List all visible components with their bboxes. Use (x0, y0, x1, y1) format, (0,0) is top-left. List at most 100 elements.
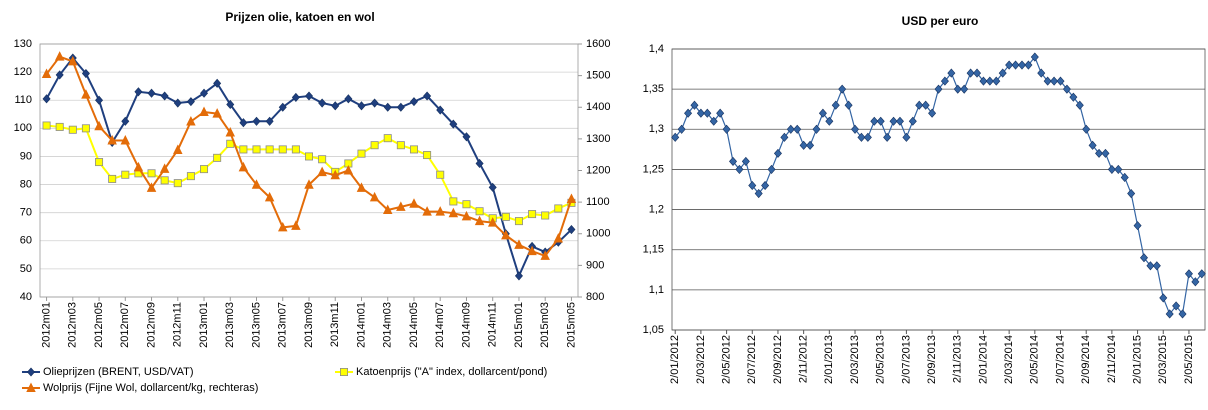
point (108, 174, 117, 183)
point (120, 134, 131, 145)
point (514, 239, 524, 249)
point (343, 165, 354, 175)
point (318, 155, 327, 164)
point (895, 116, 904, 126)
legend-label: Wolprijs (Fijne Wol, dollarcent/kg, rech… (43, 382, 258, 394)
point (423, 91, 432, 101)
point (722, 124, 731, 134)
point (173, 98, 182, 108)
point (449, 197, 458, 206)
point (265, 145, 274, 154)
x-tick-label: 2/03/2013 (849, 335, 861, 384)
point (107, 134, 117, 145)
point (265, 116, 274, 126)
point (1017, 60, 1026, 70)
y-tick-label: 50 (20, 263, 32, 275)
x-tick-label: 2/05/2015 (1183, 335, 1195, 384)
legend-label: Olieprijzen (BRENT, USD/VAT) (43, 366, 194, 378)
point (121, 116, 130, 126)
x-tick-label: 2/09/2014 (1080, 335, 1092, 384)
point (448, 207, 459, 218)
point (928, 108, 937, 118)
point (160, 176, 169, 185)
x-tick-label: 2012m03 (67, 302, 79, 348)
legend-marker (27, 367, 35, 377)
point (1172, 301, 1181, 311)
point (474, 215, 485, 226)
point (435, 206, 445, 216)
series-line (45, 56, 573, 279)
point (1005, 60, 1014, 70)
y-tick-label: 110 (14, 94, 32, 106)
y-tick-label: 90 (20, 150, 32, 162)
y-tick-label: 1,25 (643, 163, 664, 175)
x-tick-label: 2013m01 (198, 302, 210, 348)
point (304, 152, 313, 161)
point (934, 84, 943, 94)
point (902, 132, 911, 142)
point (1101, 148, 1110, 158)
point (291, 92, 300, 102)
y2-tick-label: 1500 (586, 70, 610, 82)
point (239, 145, 248, 154)
point (883, 132, 892, 142)
point (947, 68, 956, 78)
y-tick-label: 1,3 (649, 123, 664, 135)
y-tick-label: 130 (14, 38, 32, 50)
point (973, 68, 982, 78)
point (147, 169, 156, 178)
point (677, 124, 686, 134)
point (278, 221, 288, 232)
x-tick-label: 2/01/2013 (823, 335, 835, 384)
point (134, 87, 143, 97)
point (786, 124, 795, 134)
point (921, 100, 930, 110)
point (998, 68, 1007, 78)
point (396, 102, 405, 112)
point (761, 180, 770, 191)
point (696, 108, 705, 118)
point (370, 141, 379, 150)
point (1024, 60, 1033, 70)
point (213, 153, 222, 162)
point (252, 145, 261, 154)
point (966, 68, 975, 78)
point (1178, 309, 1187, 319)
point (806, 140, 815, 150)
point (960, 84, 969, 94)
x-tick-label: 2/11/2013 (952, 335, 964, 383)
y2-tick-label: 1200 (586, 164, 610, 176)
point (540, 250, 550, 260)
x-tick-label: 2/01/2014 (977, 335, 989, 384)
point (1095, 148, 1104, 158)
point (1011, 60, 1020, 70)
point (133, 161, 144, 172)
x-tick-label: 2014m05 (408, 302, 420, 348)
point (754, 188, 763, 199)
point (55, 70, 64, 80)
point (356, 182, 367, 192)
point (953, 84, 962, 94)
y-tick-label: 80 (20, 178, 32, 190)
x-tick-label: 2012m05 (93, 302, 105, 348)
x-tick-label: 2014m11 (487, 302, 499, 347)
point (42, 94, 51, 104)
point (1197, 269, 1206, 279)
point (1043, 76, 1052, 86)
point (68, 125, 77, 134)
point (41, 68, 52, 79)
point (838, 84, 847, 94)
point (690, 100, 699, 110)
point (409, 145, 418, 154)
point (252, 116, 261, 126)
point (186, 115, 196, 126)
point (553, 232, 564, 243)
point (304, 179, 314, 189)
point (238, 161, 249, 172)
x-tick-label: 2012m01 (40, 302, 52, 348)
point (369, 191, 380, 202)
y-tick-label: 70 (20, 207, 32, 219)
point (1075, 100, 1084, 110)
point (81, 89, 91, 99)
